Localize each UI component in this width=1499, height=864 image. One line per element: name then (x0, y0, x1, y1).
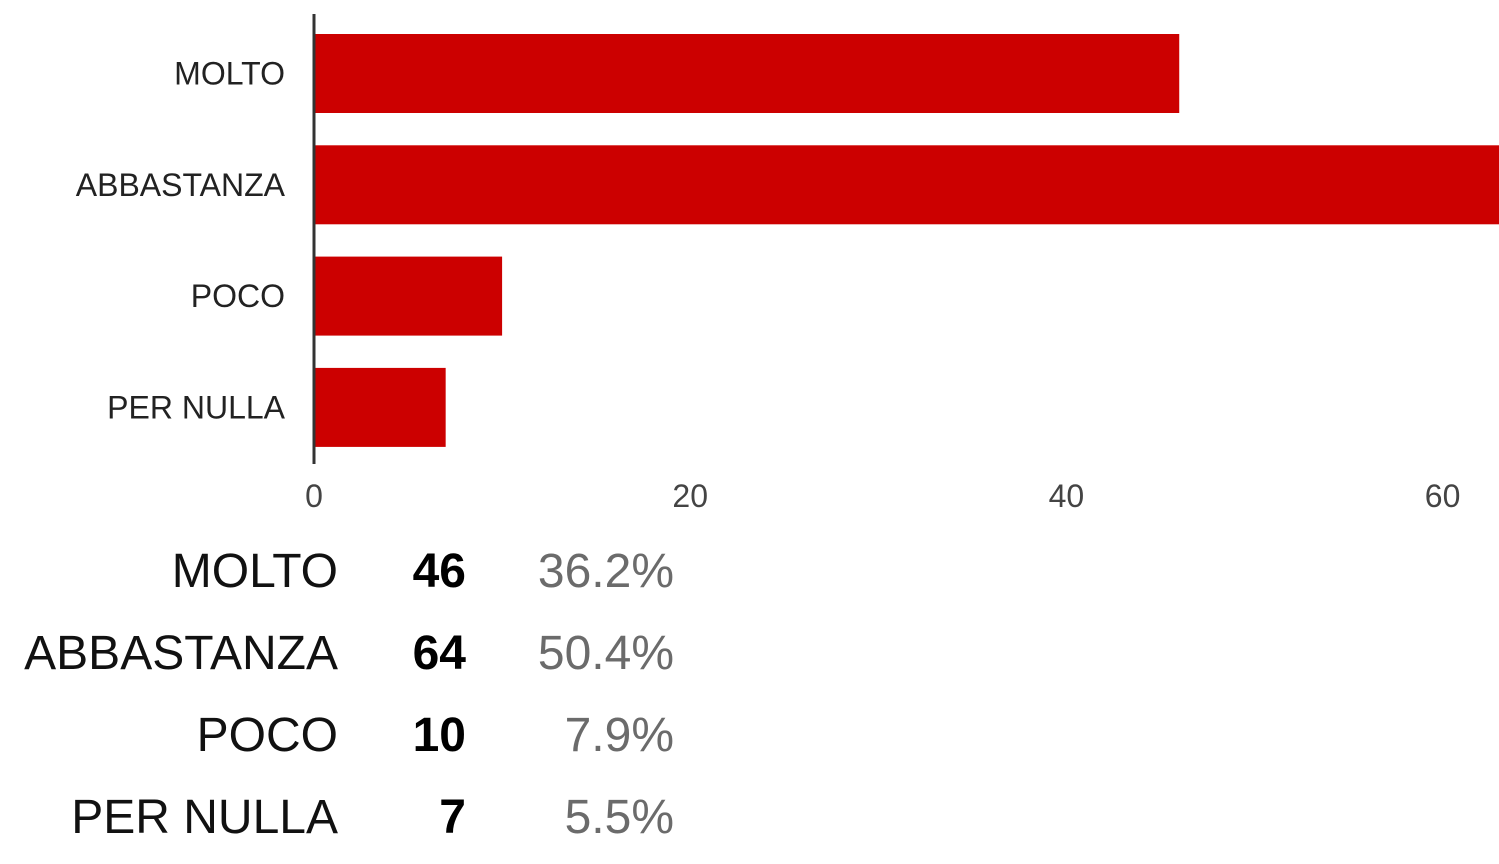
x-tick-label: 40 (1049, 478, 1085, 514)
summary-percent: 50.4% (537, 627, 674, 680)
summary-row: ABBASTANZA 64 50.4% (0, 618, 760, 700)
summary-label: PER NULLA (71, 791, 338, 844)
x-tick-label: 20 (672, 478, 708, 514)
summary-count: 46 (412, 545, 466, 598)
summary-percent: 36.2% (537, 545, 674, 598)
summary-row: POCO 10 7.9% (0, 700, 760, 782)
bar-abbastanza (314, 145, 1499, 225)
summary-row: MOLTO 46 36.2% (0, 536, 760, 618)
summary-count: 64 (412, 627, 466, 680)
bar-per-nulla (314, 367, 446, 447)
x-tick-label: 60 (1425, 478, 1461, 514)
summary-label: ABBASTANZA (24, 627, 338, 680)
summary-count: 10 (412, 709, 466, 762)
category-label: POCO (191, 278, 285, 314)
summary-percent: 5.5% (564, 791, 674, 844)
summary-label: MOLTO (171, 545, 338, 598)
bar-poco (314, 256, 503, 336)
x-tick-label: 0 (305, 478, 323, 514)
summary-row: PER NULLA 7 5.5% (0, 782, 760, 864)
x-axis-ticks: 0 20 40 60 (305, 478, 1460, 514)
bar-molto (314, 34, 1180, 113)
summary-table: MOLTO 46 36.2% ABBASTANZA 64 50.4% POCO … (0, 536, 760, 864)
category-label: ABBASTANZA (76, 167, 286, 203)
summary-percent: 7.9% (564, 709, 674, 762)
summary-count: 7 (439, 791, 466, 844)
category-labels: MOLTO ABBASTANZA POCO PER NULLA (76, 56, 286, 426)
category-label: PER NULLA (107, 389, 286, 425)
category-label: MOLTO (174, 56, 285, 92)
summary-label: POCO (196, 709, 338, 762)
bar-chart: MOLTO ABBASTANZA POCO PER NULLA 0 20 40 60 (76, 14, 1499, 514)
bars-group (314, 34, 1499, 447)
